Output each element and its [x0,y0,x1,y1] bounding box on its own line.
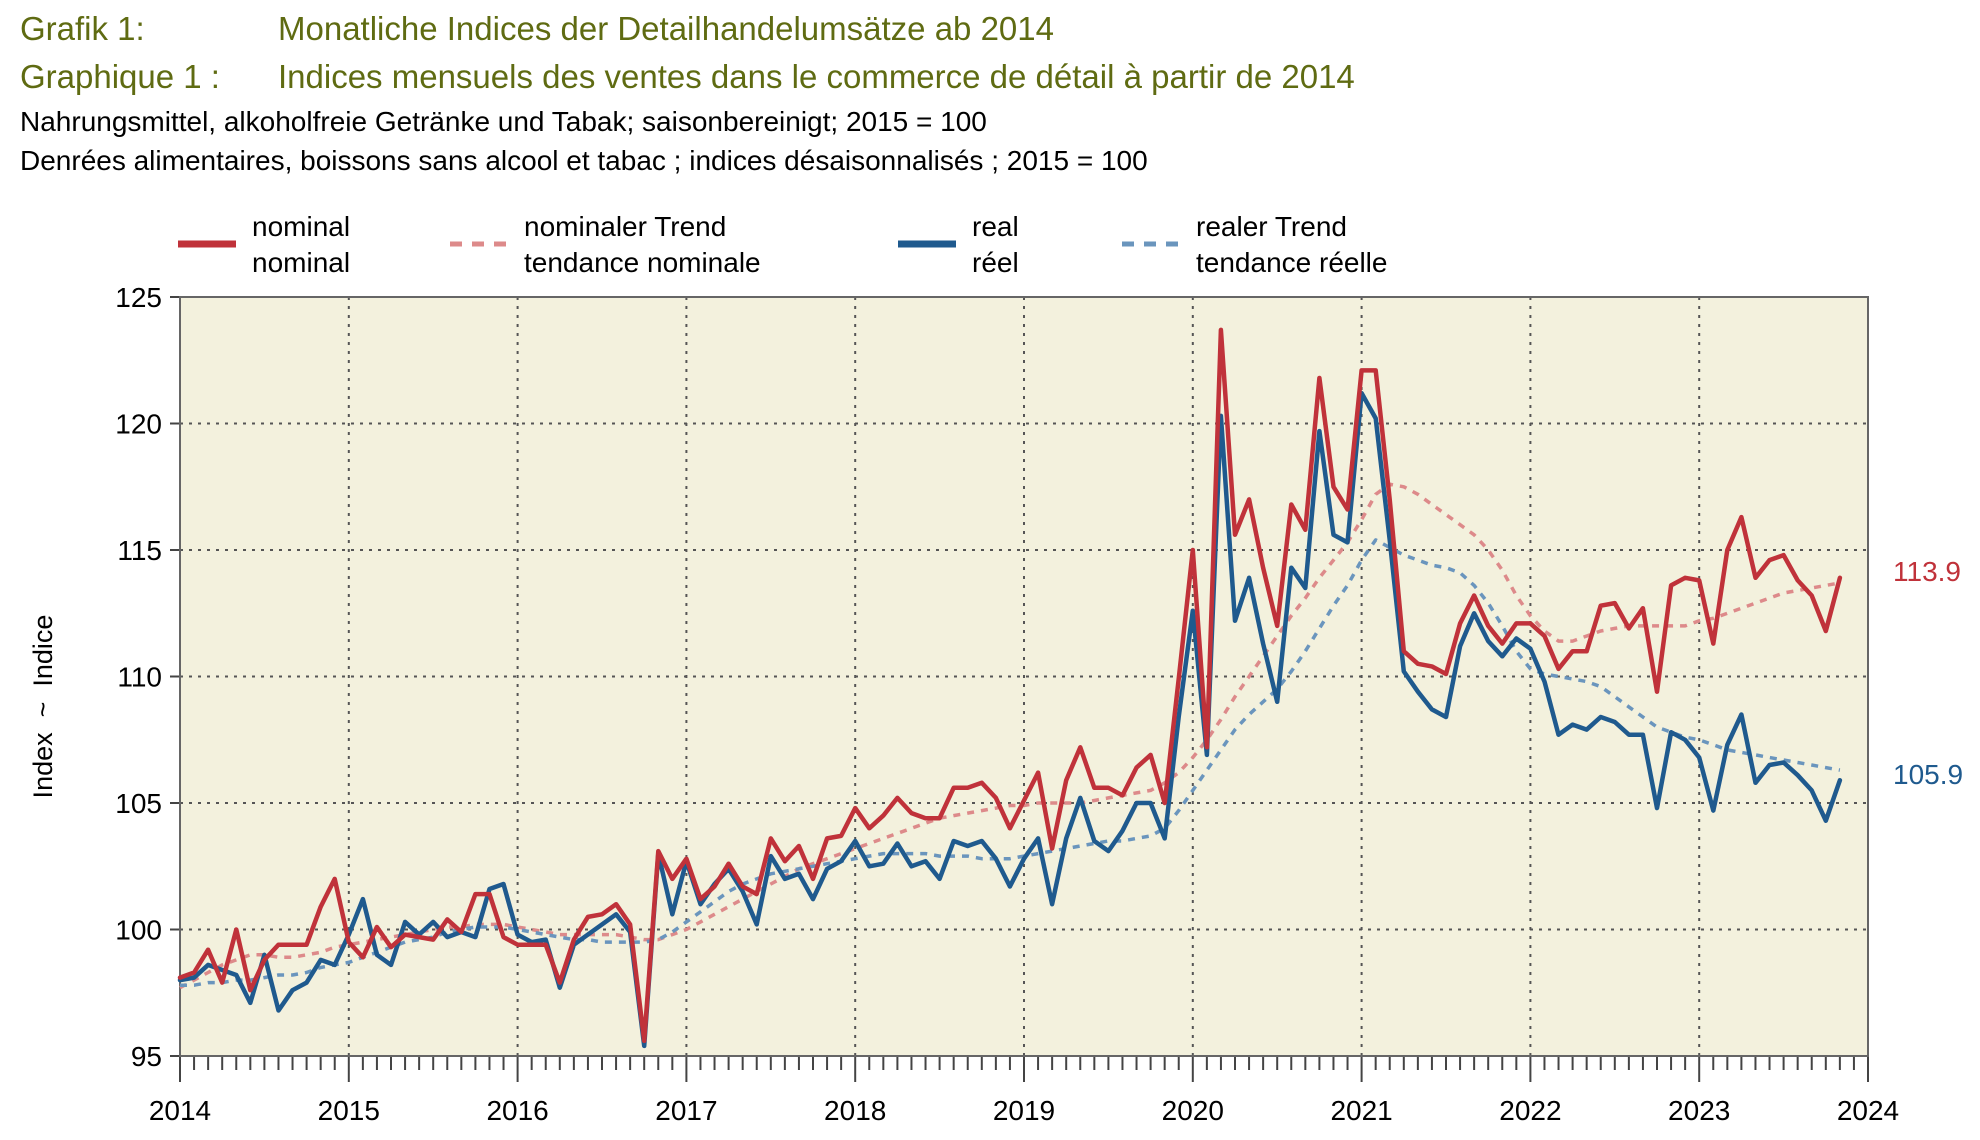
end-label-nominal: 113.9 [1893,556,1961,587]
chart-title-text-de: Monatliche Indices der Detailhandelumsät… [278,10,1054,47]
y-tick-label: 125 [115,282,162,313]
chart-subtitle-de: Nahrungsmittel, alkoholfreie Getränke un… [20,106,987,137]
y-tick-label: 100 [115,915,162,946]
x-tick-label: 2021 [1330,1095,1392,1126]
y-tick-label: 95 [131,1041,162,1072]
x-tick-label: 2020 [1162,1095,1224,1126]
legend-label-real_trend: realer Trend [1196,211,1347,242]
x-tick-label: 2017 [655,1095,717,1126]
legend-label-fr-nominal: nominal [252,247,350,278]
legend-label-fr-real: réel [972,247,1019,278]
y-tick-label: 120 [115,409,162,440]
x-tick-label: 2015 [318,1095,380,1126]
x-tick-label: 2024 [1837,1095,1899,1126]
y-tick-label: 110 [117,662,162,693]
chart-subtitle-fr: Denrées alimentaires, boissons sans alco… [20,145,1148,176]
x-tick-label: 2019 [993,1095,1055,1126]
legend-label-real: real [972,211,1019,242]
y-axis-label: Index ~ Indice [28,615,58,799]
chart-number-fr: Graphique 1 : [20,58,220,95]
series-line-real [177,390,1843,1049]
axes: 95 100 105 110 115 120 125 2014 2015 2016 2017 2018… [115,282,1899,1126]
plot-border [179,296,1869,1057]
legend: nominal nominal nominaler Trend tendance no… [178,211,1387,278]
series-line-nominal [177,327,1843,1044]
x-tick-label: 2018 [824,1095,886,1126]
legend-label-fr-real_trend: tendance réelle [1196,247,1387,278]
chart-number-de: Grafik 1: [20,10,145,47]
y-tick-label: 105 [115,788,162,819]
legend-label-nominal_trend: nominaler Trend [524,211,726,242]
y-tick-label: 115 [117,535,162,566]
x-tick-label: 2014 [149,1095,211,1126]
legend-label-nominal: nominal [252,211,350,242]
end-label-real: 105.9 [1893,759,1963,790]
chart-title-de: Grafik 1: Monatliche Indices der Detailha… [20,10,1054,48]
chart-title-fr: Graphique 1 : Indices mensuels des ventes… [20,58,1355,96]
series-lines [177,327,1843,1049]
chart-title-text-fr: Indices mensuels des ventes dans le comm… [278,58,1355,95]
x-tick-label: 2016 [486,1095,548,1126]
series-line-nominal_trend [179,482,1841,990]
x-tick-label: 2023 [1668,1095,1730,1126]
x-tick-label: 2022 [1499,1095,1561,1126]
end-labels: 113.9 105.9 [1893,556,1963,790]
legend-label-fr-nominal_trend: tendance nominale [524,247,761,278]
